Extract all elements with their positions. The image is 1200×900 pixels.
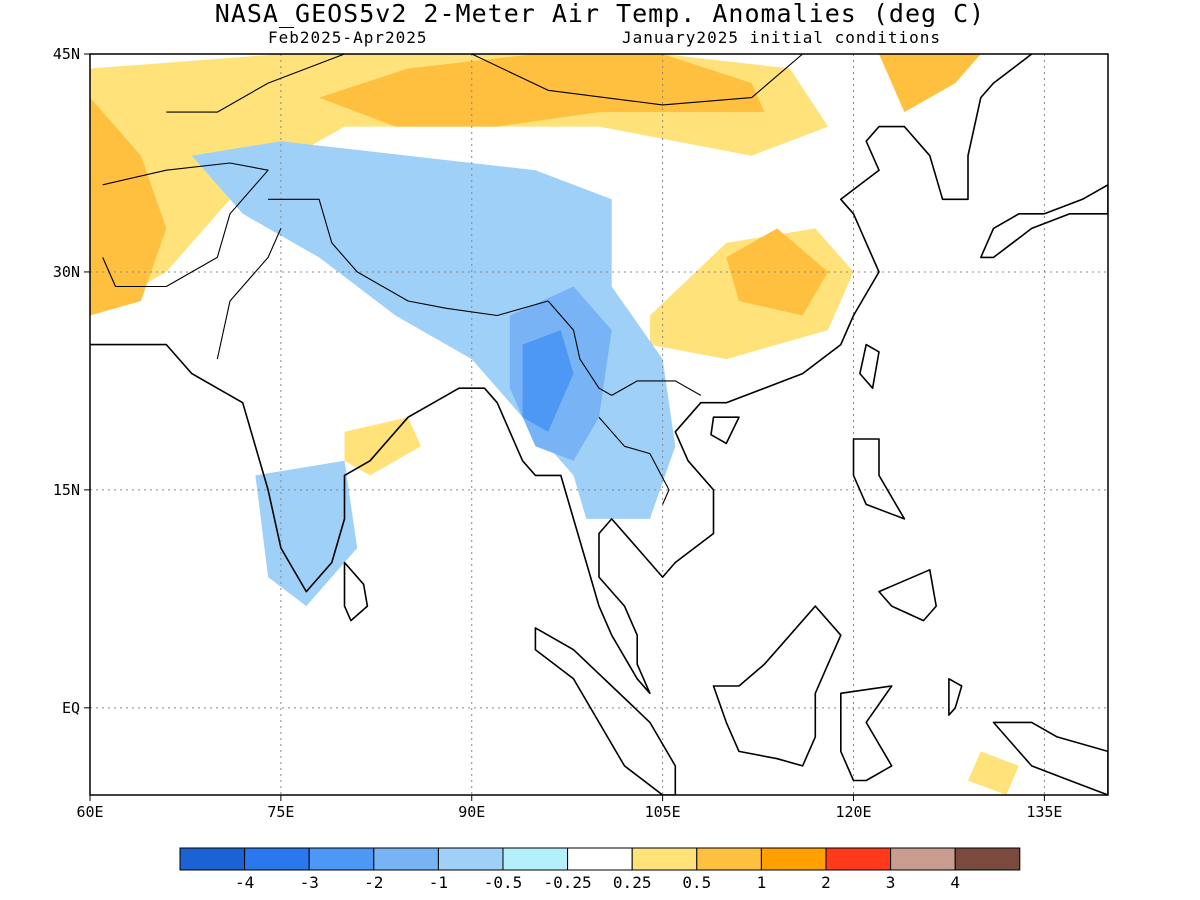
coastline-halmahera <box>948 677 963 716</box>
colorbar-swatch <box>502 847 569 871</box>
coastline-mainland <box>90 54 1033 695</box>
colorbar-swatch <box>760 847 827 871</box>
border-kazakh-border <box>166 54 345 113</box>
colorbar-label: -0.5 <box>484 873 523 892</box>
coastline-new-guinea <box>992 721 1108 795</box>
colorbar-swatch <box>308 847 375 871</box>
anomaly-region-2 <box>90 97 167 316</box>
lon-tick-label: 120E <box>835 803 871 821</box>
colorbar-label: -4 <box>235 873 254 892</box>
colorbar-label: 1 <box>757 873 767 892</box>
lat-tick-label: 15N <box>53 481 80 499</box>
gridlines <box>90 54 1108 795</box>
colorbar-label: -1 <box>429 873 448 892</box>
border-india-china <box>268 198 549 317</box>
colorbar-label: -2 <box>364 873 383 892</box>
border-china-mongolia <box>471 54 803 106</box>
coastline-hainan <box>710 416 740 445</box>
colorbar-label: -3 <box>300 873 319 892</box>
coastline-kyushu-honshu <box>979 184 1108 259</box>
colorbar-swatch <box>244 847 310 871</box>
initial-conditions: January2025 initial conditions <box>622 28 941 47</box>
anomaly-shading <box>90 54 1019 795</box>
forecast-period: Feb2025-Apr2025 <box>268 28 428 47</box>
anomaly-region-12 <box>255 460 358 607</box>
colorbar-label: 3 <box>886 873 896 892</box>
lat-tick-label: 45N <box>53 45 80 63</box>
coastlines <box>90 54 1108 795</box>
border-afghan-border <box>102 162 269 288</box>
border-pakistan-india <box>216 228 282 360</box>
map-title: NASA_GEOS5v2 2-Meter Air Temp. Anomalies… <box>214 0 986 28</box>
anomaly-region-7 <box>968 751 1019 795</box>
colorbar-swatch <box>890 847 956 871</box>
colorbar-label: 0.5 <box>682 873 711 892</box>
colorbar-label: -0.25 <box>544 873 592 892</box>
colorbar-swatch <box>437 847 504 871</box>
coastline-taiwan <box>859 343 880 390</box>
axis-ticks: 60E 75E 90E 105E 120E 135E 45N 30N 15N EQ <box>53 45 1063 821</box>
colorbar-label: 0.25 <box>613 873 652 892</box>
country-borders <box>102 54 803 505</box>
coastline-luzon <box>852 438 906 520</box>
lon-tick-label: 135E <box>1026 803 1062 821</box>
lon-tick-label: 105E <box>645 803 681 821</box>
colorbar-swatch <box>696 847 762 871</box>
border-mainland-se-asia <box>611 380 702 396</box>
lon-tick-label: 60E <box>76 803 103 821</box>
anomaly-region-1 <box>319 54 765 127</box>
lat-tick-label: EQ <box>62 699 80 717</box>
colorbar-swatch <box>631 847 698 871</box>
coastline-mindanao <box>878 568 938 622</box>
colorbar-swatch <box>373 847 439 871</box>
anomaly-region-0 <box>90 54 828 316</box>
anomaly-region-5 <box>726 228 828 316</box>
anomaly-region-10 <box>522 330 574 432</box>
border-laos-thailand <box>598 416 670 505</box>
lon-tick-label: 75E <box>267 803 294 821</box>
map-frame <box>89 53 1109 796</box>
colorbar-swatch <box>954 847 1021 871</box>
coastline-sri-lanka <box>343 561 369 622</box>
lon-tick-label: 90E <box>458 803 485 821</box>
colorbar-label: 4 <box>950 873 960 892</box>
border-myanmar-china <box>547 300 612 396</box>
colorbar-swatch <box>567 847 633 871</box>
colorbar-label: 2 <box>821 873 831 892</box>
anomaly-region-3 <box>879 54 981 113</box>
colorbar: -4 -3 -2 -1 -0.5 -0.25 0.25 0.5 1 2 3 4 <box>179 847 1021 892</box>
coastline-borneo <box>712 605 842 767</box>
colorbar-swatch <box>179 847 246 871</box>
coastline-sumatra <box>534 627 677 795</box>
lat-tick-label: 30N <box>53 263 80 281</box>
colorbar-swatch <box>825 847 892 871</box>
coastline-sulawesi <box>839 685 893 782</box>
